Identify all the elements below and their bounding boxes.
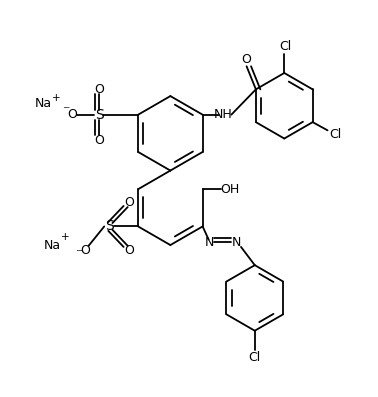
Text: NH: NH bbox=[214, 108, 232, 121]
Text: O: O bbox=[80, 244, 90, 257]
Text: Cl: Cl bbox=[249, 351, 261, 364]
Text: N: N bbox=[204, 235, 214, 249]
Text: S: S bbox=[105, 220, 113, 233]
Text: O: O bbox=[125, 196, 135, 209]
Text: ⁻: ⁻ bbox=[75, 247, 82, 261]
Text: Cl: Cl bbox=[279, 40, 291, 53]
Text: O: O bbox=[67, 108, 77, 121]
Text: N: N bbox=[231, 235, 241, 249]
Text: Cl: Cl bbox=[329, 127, 341, 141]
Text: O: O bbox=[241, 53, 251, 66]
Text: Na: Na bbox=[44, 239, 61, 252]
Text: Na: Na bbox=[35, 97, 52, 110]
Text: O: O bbox=[94, 83, 104, 96]
Text: ⁻: ⁻ bbox=[62, 104, 69, 118]
Text: +: + bbox=[52, 93, 61, 103]
Text: O: O bbox=[125, 244, 135, 257]
Text: S: S bbox=[94, 108, 104, 122]
Text: O: O bbox=[94, 133, 104, 146]
Text: OH: OH bbox=[220, 183, 239, 196]
Text: +: + bbox=[61, 232, 70, 242]
